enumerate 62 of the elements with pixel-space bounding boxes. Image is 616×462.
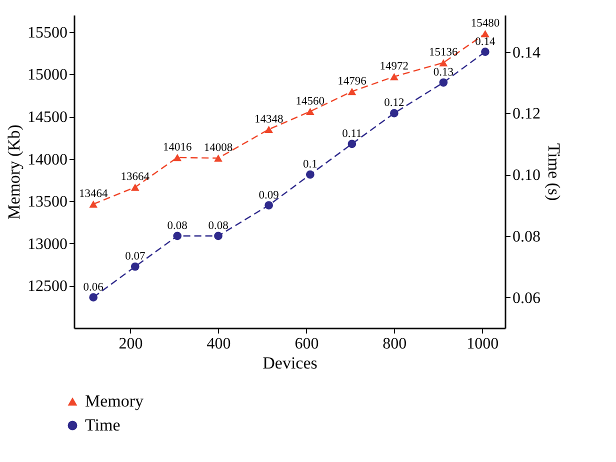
data-label: 14560: [296, 95, 325, 108]
point: [348, 140, 356, 148]
x-tick-label: 800: [382, 336, 407, 352]
data-label: 0.1: [302, 158, 318, 171]
y2-tick-label: 0.12: [512, 106, 540, 123]
data-label: 13464: [78, 188, 108, 200]
data-label: 0.06: [83, 281, 104, 294]
point: [264, 201, 274, 210]
y2-axis-title: Time (s): [544, 143, 564, 201]
x-tick-label: 600: [294, 336, 319, 352]
point: [214, 232, 222, 240]
point: [173, 232, 182, 240]
data-label: 14796: [338, 75, 367, 88]
data-label: 0.14: [475, 36, 496, 48]
data-label: 0.09: [258, 189, 280, 202]
point: [390, 109, 398, 118]
data-label: 0.11: [342, 128, 362, 140]
x-tick-label: 200: [118, 336, 143, 352]
point: [89, 293, 98, 302]
data-label: 0.07: [125, 250, 146, 263]
point: [481, 48, 490, 56]
point: [390, 72, 398, 80]
legend-label: Time: [85, 416, 120, 434]
y-tick-label: 14500: [28, 109, 68, 126]
y2-tick-label: 0.10: [512, 167, 540, 184]
data-label: 0.08: [167, 220, 188, 232]
data-label: 0.08: [208, 220, 229, 232]
y-tick-label: 12500: [28, 278, 68, 296]
data-label: 14008: [204, 142, 233, 154]
y-tick-label: 13000: [28, 236, 68, 253]
point: [439, 78, 448, 87]
y2-tick-label: 0.14: [512, 44, 540, 62]
point: [306, 108, 314, 116]
y-tick-label: 13500: [28, 194, 68, 211]
x-axis-title: Devices: [262, 354, 318, 372]
point: [173, 154, 182, 162]
x-tick-label: 400: [206, 336, 231, 352]
data-label: 0.13: [433, 66, 454, 79]
point: [439, 59, 448, 66]
y-tick-label: 14000: [28, 151, 68, 168]
y-tick-label: 15000: [28, 66, 68, 84]
data-label: 14348: [254, 113, 284, 126]
point: [306, 170, 314, 179]
point: [214, 154, 222, 162]
data-label: 14972: [380, 60, 409, 73]
y2-tick-label: 0.08: [512, 228, 540, 246]
data-label: 15136: [429, 46, 458, 59]
point: [130, 184, 140, 191]
point: [130, 262, 140, 271]
point: [89, 200, 98, 208]
point: [264, 126, 274, 133]
point: [348, 88, 356, 96]
x-tick-label: 1000: [466, 336, 499, 352]
data-label: 14016: [162, 141, 192, 154]
data-label: 13664: [120, 171, 150, 184]
data-label: 15480: [470, 18, 500, 30]
y2-tick-label: 0.06: [512, 290, 540, 307]
point: [481, 30, 490, 38]
y-tick-label: 15500: [28, 24, 68, 42]
y-axis-title: Memory (Kb): [4, 124, 24, 220]
legend-label: Memory: [85, 392, 144, 410]
data-label: 0.12: [384, 97, 404, 110]
